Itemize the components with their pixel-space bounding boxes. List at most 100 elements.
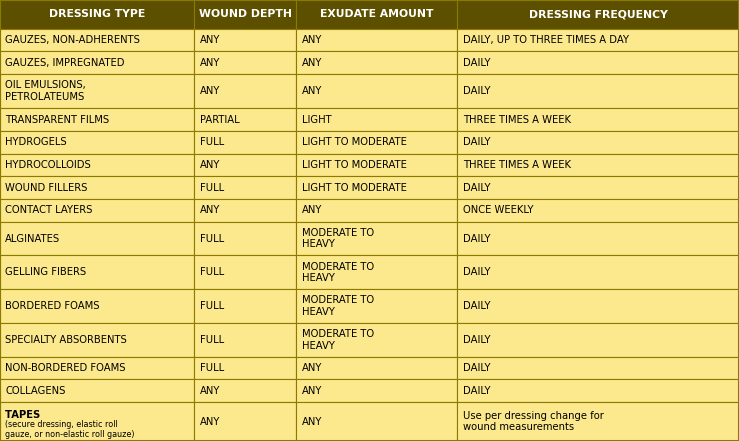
Text: THREE TIMES A WEEK: THREE TIMES A WEEK — [463, 115, 571, 125]
Bar — [0, 357, 194, 379]
Bar — [296, 357, 457, 379]
Bar — [296, 29, 457, 51]
Bar — [457, 289, 739, 323]
Text: PARTIAL: PARTIAL — [200, 115, 239, 125]
Text: DAILY: DAILY — [463, 138, 490, 147]
Bar — [194, 51, 296, 74]
Bar — [0, 255, 194, 289]
Text: DRESSING TYPE: DRESSING TYPE — [49, 9, 146, 19]
Text: LIGHT TO MODERATE: LIGHT TO MODERATE — [302, 138, 406, 147]
Bar — [457, 74, 739, 108]
Bar — [457, 357, 739, 379]
Bar — [194, 379, 296, 402]
Bar — [0, 176, 194, 199]
Text: ANY: ANY — [200, 35, 220, 45]
Text: WOUND FILLERS: WOUND FILLERS — [5, 183, 87, 193]
Bar — [194, 357, 296, 379]
Text: SPECIALTY ABSORBENTS: SPECIALTY ABSORBENTS — [5, 335, 127, 345]
Text: DAILY: DAILY — [463, 386, 490, 396]
Text: LIGHT: LIGHT — [302, 115, 331, 125]
Text: DAILY: DAILY — [463, 183, 490, 193]
Text: Use per dressing change for
wound measurements: Use per dressing change for wound measur… — [463, 411, 604, 432]
Text: (secure dressing, elastic roll
gauze, or non-elastic roll gauze): (secure dressing, elastic roll gauze, or… — [5, 420, 134, 439]
Text: FULL: FULL — [200, 183, 224, 193]
Text: TAPES: TAPES — [5, 410, 44, 419]
Text: DAILY: DAILY — [463, 301, 490, 311]
Text: THREE TIMES A WEEK: THREE TIMES A WEEK — [463, 160, 571, 170]
Text: ANY: ANY — [302, 35, 322, 45]
Bar — [194, 74, 296, 108]
Text: DAILY: DAILY — [463, 58, 490, 67]
Text: GELLING FIBERS: GELLING FIBERS — [5, 267, 86, 277]
Bar — [296, 108, 457, 131]
Bar — [296, 222, 457, 255]
Bar — [0, 379, 194, 402]
Bar — [194, 323, 296, 357]
Text: TRANSPARENT FILMS: TRANSPARENT FILMS — [5, 115, 109, 125]
Text: DAILY: DAILY — [463, 234, 490, 243]
Bar — [194, 29, 296, 51]
Bar — [457, 131, 739, 154]
Bar — [296, 323, 457, 357]
Bar — [0, 29, 194, 51]
Text: ANY: ANY — [200, 86, 220, 96]
Bar — [296, 176, 457, 199]
Bar — [0, 323, 194, 357]
Bar — [0, 108, 194, 131]
Bar — [296, 402, 457, 441]
Text: FULL: FULL — [200, 301, 224, 311]
Bar — [296, 154, 457, 176]
Bar — [0, 74, 194, 108]
Text: FULL: FULL — [200, 267, 224, 277]
Text: ANY: ANY — [200, 417, 220, 426]
Text: LIGHT TO MODERATE: LIGHT TO MODERATE — [302, 160, 406, 170]
Bar — [296, 51, 457, 74]
Bar — [457, 176, 739, 199]
Text: ANY: ANY — [302, 86, 322, 96]
Bar — [296, 379, 457, 402]
Bar — [457, 199, 739, 222]
Bar — [457, 402, 739, 441]
Bar — [0, 154, 194, 176]
Text: FULL: FULL — [200, 234, 224, 243]
Text: ALGINATES: ALGINATES — [5, 234, 61, 243]
Text: MODERATE TO
HEAVY: MODERATE TO HEAVY — [302, 228, 374, 249]
Bar — [194, 131, 296, 154]
Bar — [296, 289, 457, 323]
Bar — [194, 289, 296, 323]
Text: DAILY, UP TO THREE TIMES A DAY: DAILY, UP TO THREE TIMES A DAY — [463, 35, 629, 45]
Bar — [194, 199, 296, 222]
Text: ANY: ANY — [302, 386, 322, 396]
Text: LIGHT TO MODERATE: LIGHT TO MODERATE — [302, 183, 406, 193]
Text: DAILY: DAILY — [463, 267, 490, 277]
Text: ANY: ANY — [200, 160, 220, 170]
Text: HYDROGELS: HYDROGELS — [5, 138, 67, 147]
Text: ANY: ANY — [302, 206, 322, 215]
Text: ANY: ANY — [200, 206, 220, 215]
Text: FULL: FULL — [200, 138, 224, 147]
Bar — [0, 0, 194, 29]
Bar — [296, 131, 457, 154]
Bar — [457, 51, 739, 74]
Bar — [457, 323, 739, 357]
Bar — [194, 255, 296, 289]
Bar — [457, 0, 739, 29]
Bar — [194, 176, 296, 199]
Bar — [0, 51, 194, 74]
Text: ANY: ANY — [302, 417, 322, 426]
Bar — [296, 199, 457, 222]
Text: DAILY: DAILY — [463, 363, 490, 373]
Text: MODERATE TO
HEAVY: MODERATE TO HEAVY — [302, 295, 374, 317]
Text: CONTACT LAYERS: CONTACT LAYERS — [5, 206, 92, 215]
Bar — [457, 222, 739, 255]
Bar — [0, 289, 194, 323]
Text: DAILY: DAILY — [463, 335, 490, 345]
Text: DRESSING FREQUENCY: DRESSING FREQUENCY — [529, 9, 667, 19]
Bar — [194, 154, 296, 176]
Text: ANY: ANY — [200, 386, 220, 396]
Bar — [0, 402, 194, 441]
Bar — [296, 74, 457, 108]
Bar — [457, 29, 739, 51]
Bar — [457, 108, 739, 131]
Bar — [0, 222, 194, 255]
